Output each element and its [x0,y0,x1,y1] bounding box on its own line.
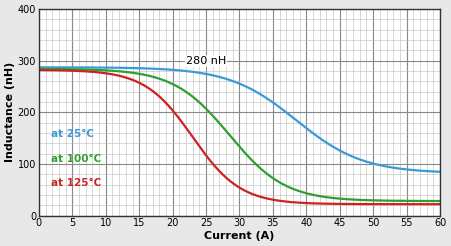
Text: 280 nH: 280 nH [186,56,226,66]
Y-axis label: Inductance (nH): Inductance (nH) [5,62,15,162]
Text: at 125°C: at 125°C [51,178,101,188]
Text: at 100°C: at 100°C [51,154,101,164]
Text: at 25°C: at 25°C [51,129,94,139]
X-axis label: Current (A): Current (A) [204,231,275,241]
